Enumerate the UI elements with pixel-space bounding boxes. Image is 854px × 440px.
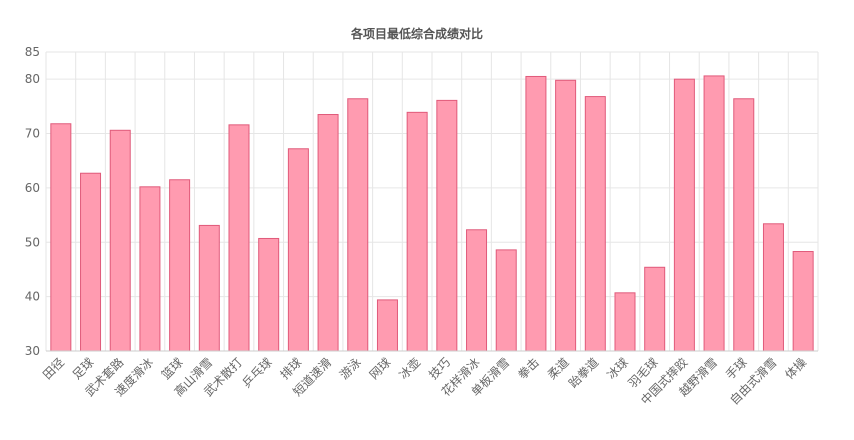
bar[interactable]: [258, 237, 280, 352]
bar[interactable]: [169, 179, 191, 352]
bar[interactable]: [287, 148, 309, 352]
bar[interactable]: [436, 99, 458, 352]
x-tick-label: 跆拳道: [565, 355, 601, 391]
bar[interactable]: [317, 114, 339, 352]
bar[interactable]: [792, 251, 814, 352]
y-tick-label: 30: [25, 344, 40, 358]
bar[interactable]: [525, 75, 547, 352]
bar[interactable]: [703, 75, 725, 352]
bar[interactable]: [584, 96, 606, 352]
y-tick-label: 70: [25, 127, 40, 141]
bar[interactable]: [555, 79, 577, 352]
x-tick-label: 体操: [782, 355, 810, 383]
chart-title: 各项目最低综合成绩对比: [350, 26, 483, 41]
x-tick-label: 田径: [40, 355, 67, 382]
bar[interactable]: [733, 98, 755, 352]
bar[interactable]: [466, 229, 488, 352]
y-tick-label: 80: [25, 72, 40, 86]
grid-layer: [45, 51, 819, 352]
y-tick-label: 85: [25, 45, 40, 59]
bar[interactable]: [376, 299, 398, 352]
x-tick-label: 游泳: [337, 355, 364, 382]
y-tick-label: 60: [25, 181, 40, 195]
bar[interactable]: [644, 266, 666, 352]
x-tick-label: 乒乓球: [239, 355, 274, 390]
y-tick-label: 50: [25, 235, 40, 249]
bar[interactable]: [762, 223, 784, 352]
y-tick-label: 40: [25, 290, 40, 304]
bar[interactable]: [614, 292, 636, 352]
bar[interactable]: [109, 129, 131, 352]
bar-layer: [50, 75, 814, 352]
bar[interactable]: [139, 186, 161, 352]
bar[interactable]: [406, 111, 428, 352]
bar[interactable]: [347, 98, 369, 352]
bar[interactable]: [228, 124, 250, 352]
bar[interactable]: [198, 224, 220, 352]
x-tick-label: 冰壶: [396, 355, 424, 383]
x-tick-label: 网球: [367, 355, 394, 382]
bar[interactable]: [673, 78, 695, 352]
bar[interactable]: [80, 172, 102, 352]
bar[interactable]: [495, 249, 517, 352]
bar[interactable]: [50, 123, 72, 352]
x-tick-label: 拳击: [514, 355, 542, 383]
